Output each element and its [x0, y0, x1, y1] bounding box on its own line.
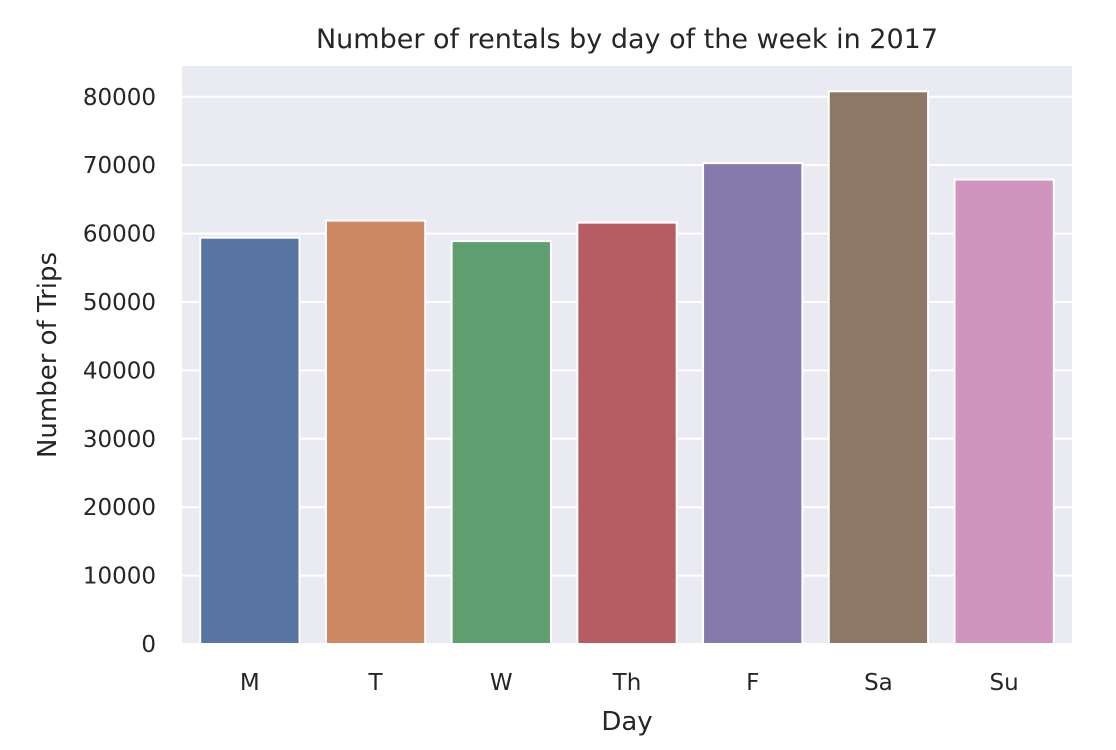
y-tick-label: 40000 — [83, 358, 156, 384]
y-tick-label: 0 — [141, 632, 156, 658]
bars-group — [199, 90, 1055, 646]
x-tick-label: Th — [612, 670, 642, 696]
x-tick-label: Sa — [864, 670, 893, 696]
bar-f — [702, 162, 804, 646]
chart-title: Number of rentals by day of the week in … — [316, 24, 938, 55]
x-tick-label: M — [240, 670, 260, 696]
x-tick-label: F — [746, 670, 759, 696]
bar-w — [450, 240, 552, 646]
y-tick-label: 10000 — [83, 564, 156, 590]
x-tick-labels: M T W Th F Sa Su — [240, 670, 1019, 696]
y-tick-label: 20000 — [83, 495, 156, 521]
bar-su — [953, 178, 1055, 645]
y-tick-label: 50000 — [83, 290, 156, 316]
y-axis-label: Number of Trips — [33, 252, 63, 458]
bar-sa — [827, 90, 930, 645]
x-axis-label: Day — [601, 707, 652, 737]
x-tick-label: Su — [990, 670, 1019, 696]
y-tick-labels: 0 10000 20000 30000 40000 50000 60000 70000 8000… — [83, 85, 156, 658]
bar-th — [576, 221, 678, 645]
y-tick-label: 60000 — [83, 222, 156, 248]
y-tick-label: 80000 — [83, 85, 156, 111]
x-tick-label: T — [368, 670, 384, 696]
y-tick-label: 30000 — [83, 427, 156, 453]
x-tick-label: W — [490, 670, 513, 696]
bar-t — [324, 219, 427, 645]
bar-m — [199, 236, 301, 645]
y-tick-label: 70000 — [83, 153, 156, 179]
